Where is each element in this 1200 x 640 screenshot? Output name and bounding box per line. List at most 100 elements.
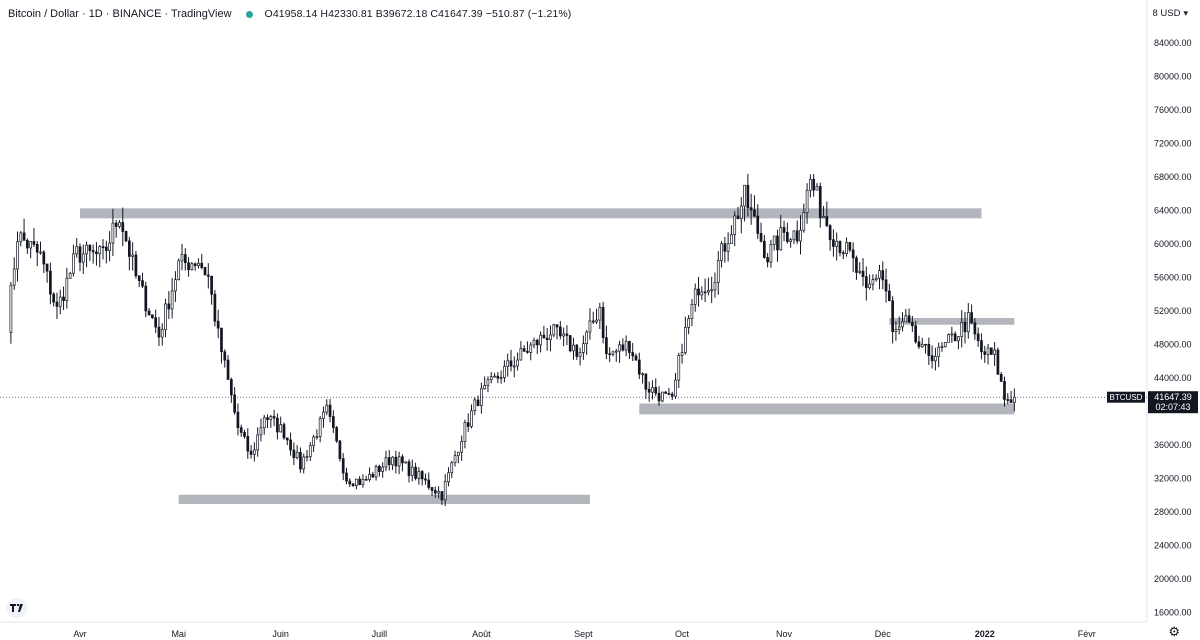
candle	[532, 337, 536, 349]
candle-body-up	[532, 339, 536, 346]
candle	[206, 263, 210, 289]
candle-body-down	[35, 244, 39, 253]
last-price-tag: BTCUSD 41647.39 02:07:43	[1107, 391, 1198, 414]
candle	[759, 222, 763, 243]
candle-body-up	[562, 333, 565, 337]
candle	[104, 240, 108, 264]
candle	[957, 336, 960, 350]
candle	[420, 469, 424, 486]
candle	[887, 283, 891, 302]
candle-body-up	[16, 241, 19, 270]
candle-body-down	[838, 240, 842, 254]
symbol-title[interactable]: Bitcoin / Dollar · 1D · BINANCE · Tradin…	[8, 8, 232, 20]
candle	[318, 416, 322, 443]
candle	[963, 311, 967, 344]
candle	[220, 327, 223, 364]
candle	[331, 410, 335, 434]
candle-body-down	[144, 285, 148, 312]
candle	[575, 344, 579, 360]
candle-body-down	[558, 326, 562, 337]
candle	[832, 229, 835, 257]
candle-body-down	[785, 232, 789, 242]
candle	[480, 382, 483, 414]
candle	[601, 301, 605, 344]
candle-body-down	[91, 250, 95, 253]
candle	[52, 292, 56, 307]
gear-icon[interactable]: ⚙	[1168, 624, 1180, 639]
candle	[371, 471, 375, 479]
candle-body-up	[651, 387, 654, 393]
time-axis-label: Mai	[171, 629, 186, 639]
candle-body-up	[447, 472, 450, 483]
candle	[762, 234, 766, 259]
candle	[624, 335, 628, 357]
candle-body-down	[568, 335, 572, 352]
candle	[463, 419, 467, 449]
candle-body-down	[345, 472, 348, 482]
candle-body-up	[519, 348, 523, 361]
tradingview-logo-icon[interactable]	[6, 598, 28, 618]
candle	[960, 310, 964, 348]
candle-body-down	[601, 307, 605, 339]
candle-body-up	[374, 465, 378, 478]
candle	[118, 220, 121, 229]
candle	[355, 478, 358, 490]
candle	[802, 203, 806, 233]
candle-body-up	[269, 416, 273, 420]
candle	[637, 352, 641, 380]
candle-body-down	[440, 491, 444, 501]
candle-body-down	[121, 222, 125, 232]
candle-body-up	[549, 334, 552, 340]
candle	[588, 308, 592, 340]
candle-body-up	[315, 436, 319, 438]
candle-body-up	[595, 319, 598, 323]
candle-body-up	[578, 352, 582, 357]
candle	[631, 342, 635, 362]
candle-body-down	[657, 392, 661, 402]
candle	[937, 342, 941, 368]
candle	[644, 373, 648, 400]
candle	[999, 371, 1003, 382]
candle-body-up	[822, 216, 825, 219]
candle	[782, 220, 786, 242]
candle	[414, 462, 417, 481]
candle	[950, 326, 954, 343]
candle	[897, 316, 901, 335]
candle-body-down	[151, 314, 154, 319]
candle	[141, 272, 144, 289]
price-axis-label: 60000.00	[1154, 239, 1192, 249]
candle	[183, 248, 187, 271]
candle-body-down	[927, 343, 931, 356]
price-axis-label: 28000.00	[1154, 507, 1192, 517]
candle	[753, 195, 756, 217]
candle-body-down	[996, 349, 1000, 375]
candle	[572, 337, 575, 360]
candle	[499, 370, 503, 384]
candle-body-down	[851, 249, 855, 259]
candle-body-down	[973, 322, 977, 335]
candle	[358, 476, 361, 486]
candle	[39, 241, 42, 255]
candle	[121, 207, 125, 247]
candle	[68, 271, 72, 279]
price-axis-label: 68000.00	[1154, 172, 1192, 182]
candle-body-up	[614, 350, 618, 353]
time-axis-label: Déc	[875, 629, 892, 639]
candle-body-down	[358, 478, 361, 485]
candle	[180, 243, 184, 271]
candle-body-down	[32, 241, 36, 245]
candle-body-down	[795, 230, 799, 242]
candle	[151, 314, 154, 319]
candle-body-down	[45, 263, 49, 272]
candle-body-down	[825, 216, 829, 227]
candle	[746, 174, 750, 217]
currency-selector[interactable]: 8 USD ▾	[1148, 4, 1192, 22]
candle-body-up	[943, 341, 947, 347]
candle-body-up	[81, 253, 85, 263]
candle-body-down	[703, 291, 707, 294]
candle	[736, 206, 740, 220]
candle-body-up	[302, 456, 306, 470]
candle-body-up	[769, 244, 773, 263]
candle-body-down	[736, 215, 740, 220]
